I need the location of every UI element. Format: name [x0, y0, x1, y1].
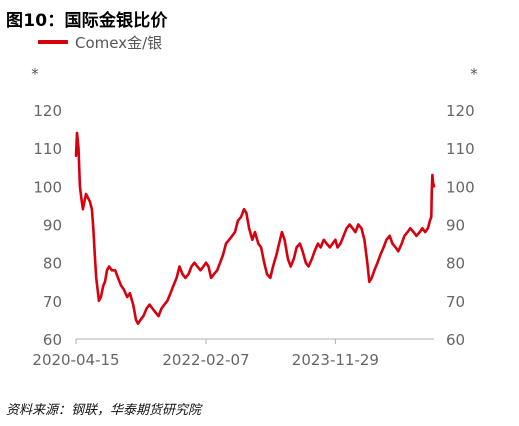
legend-label: Comex金/银	[75, 33, 163, 52]
y-left-tick-label: 110	[33, 140, 62, 158]
x-tick-label: 2020-04-15	[32, 351, 119, 369]
axes: * * 60 70 80 90 100 110 120 60 70 80 90 100 110 120 2020…	[31, 65, 478, 369]
y-right-axis-label: *	[470, 65, 478, 83]
y-left-tick-label: 70	[43, 293, 62, 311]
y-right-tick-label: 100	[446, 178, 475, 196]
y-left-tick-label: 120	[33, 102, 62, 120]
y-right-tick-label: 70	[446, 293, 465, 311]
source-note: 资料来源：钢联，华泰期货研究院	[6, 403, 202, 418]
y-right-tick-label: 80	[446, 255, 465, 273]
y-right-tick-label: 120	[446, 102, 475, 120]
x-tick-label: 2022-02-07	[162, 351, 249, 369]
y-left-axis-label: *	[31, 65, 39, 83]
y-right-tick-label: 60	[446, 331, 465, 349]
y-right-tick-label: 110	[446, 140, 475, 158]
y-right-tick-label: 90	[446, 217, 465, 235]
chart-title: 图10：国际金银比价	[6, 11, 168, 31]
x-tick-label: 2023-11-29	[292, 351, 379, 369]
y-left-tick-label: 80	[43, 255, 62, 273]
series-line-comex-gold-silver	[74, 131, 436, 325]
series-layer	[74, 131, 436, 325]
y-left-tick-label: 100	[33, 178, 62, 196]
y-left-tick-label: 60	[43, 331, 62, 349]
y-left-tick-label: 90	[43, 217, 62, 235]
legend-swatch	[38, 40, 68, 44]
legend: Comex金/银	[38, 33, 163, 52]
